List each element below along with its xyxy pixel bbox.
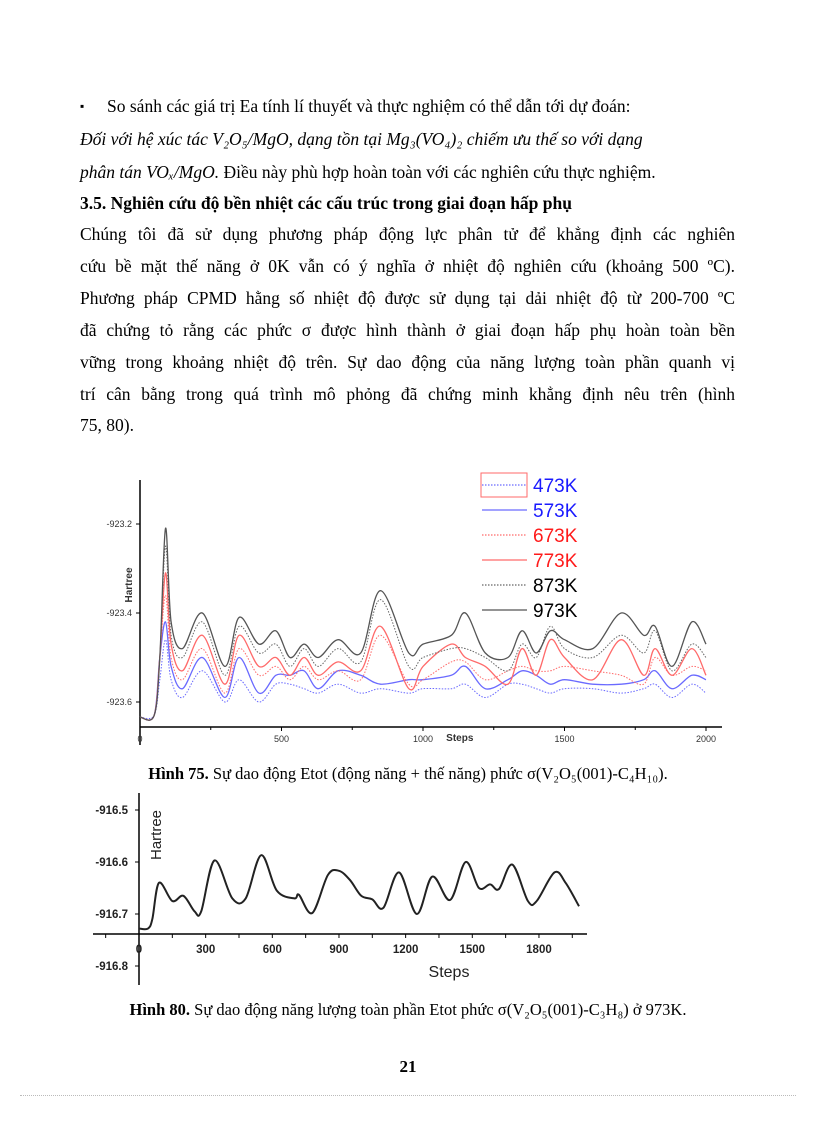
series-line-973K bbox=[139, 527, 707, 721]
x-tick-label: 2000 bbox=[696, 734, 716, 744]
y-tick-label: -923.2 bbox=[106, 519, 132, 529]
x-tick-label: 600 bbox=[263, 944, 282, 956]
paragraph-line: Phương pháp CPMD hằng số nhiệt độ được s… bbox=[80, 288, 735, 308]
x-tick-label: 300 bbox=[196, 944, 215, 956]
series-line bbox=[138, 854, 580, 931]
chart-figure-75: -923.2 -923.4 -923.6 0 500 1000 1500 2000 Steps H… bbox=[106, 472, 722, 745]
x-tick-label: 0 bbox=[136, 944, 142, 956]
x-tick-label: 1800 bbox=[526, 944, 552, 956]
italic-line: Đối với hệ xúc tác V₂O₅/MgO, dạng tồn tạ… bbox=[80, 129, 643, 149]
paragraph-line: vững trong khoảng nhiệt độ trên. Sự dao … bbox=[80, 352, 735, 372]
x-tick-label: 1500 bbox=[460, 944, 486, 956]
y-tick-label: -916.6 bbox=[95, 857, 128, 869]
caption-label: Hình 75. bbox=[148, 764, 209, 783]
x-tick-label: 900 bbox=[329, 944, 348, 956]
bullet-text: So sánh các giá trị Ea tính lí thuyết và… bbox=[107, 96, 631, 116]
y-tick-label: -916.5 bbox=[95, 805, 128, 817]
paragraph-line: trí cân bằng trong quá trình mô phỏng đã… bbox=[80, 384, 735, 404]
section-heading: 3.5. Nghiên cứu độ bền nhiệt các cấu trú… bbox=[80, 193, 572, 213]
y-tick-label: -916.8 bbox=[95, 961, 128, 973]
y-axis-label: Hartree bbox=[124, 567, 135, 602]
y-axis-label: Hartree bbox=[148, 810, 165, 860]
caption-text: Sự dao động Etot (động năng + thế năng) … bbox=[208, 764, 668, 783]
x-tick-label: 1500 bbox=[554, 734, 574, 744]
legend-selection-box bbox=[480, 472, 528, 498]
series-line-473K bbox=[139, 639, 707, 720]
caption-text: Sự dao động năng lượng toàn phần Etot ph… bbox=[190, 1000, 687, 1019]
caption-label: Hình 80. bbox=[129, 1000, 191, 1019]
y-tick-label: -923.4 bbox=[106, 608, 132, 618]
plain-fragment: Điều này phù hợp hoàn toàn với các nghiê… bbox=[219, 162, 656, 182]
bullet-line: ▪ So sánh các giá trị Ea tính lí thuyết … bbox=[80, 95, 735, 117]
x-axis-label: Steps bbox=[429, 964, 470, 981]
paragraph-line: cứu bề mặt thế năng ở 0K vẫn có ý nghĩa … bbox=[80, 256, 735, 276]
x-tick-label: 0 bbox=[137, 734, 142, 744]
legend-label: 673K bbox=[533, 526, 578, 547]
paragraph-line: 75, 80). bbox=[80, 415, 134, 435]
italic-fragment: phân tán VOₓ/MgO. bbox=[80, 162, 220, 182]
paragraph-line: Chúng tôi đã sử dụng phương pháp động lự… bbox=[80, 224, 735, 244]
bullet-icon: ▪ bbox=[80, 99, 85, 113]
x-tick-label: 500 bbox=[274, 734, 289, 744]
x-tick-label: 1200 bbox=[393, 944, 419, 956]
x-axis-label: Steps bbox=[446, 733, 474, 744]
legend-label: 873K bbox=[533, 576, 578, 597]
series-line-873K bbox=[139, 545, 707, 721]
caption-figure-80: Hình 80. Sự dao động năng lượng toàn phầ… bbox=[0, 1000, 816, 1020]
legend-label: 973K bbox=[533, 601, 578, 622]
y-tick-label: -923.6 bbox=[106, 697, 132, 707]
chart-figure-80: -916.5 -916.6 -916.7 -916.8 0 300 600 900 1200 15… bbox=[93, 793, 587, 985]
caption-figure-75: Hình 75. Sự dao động Etot (động năng + t… bbox=[0, 764, 816, 784]
conclusion-line: phân tán VOₓ/MgO. Điều này phù hợp hoàn … bbox=[80, 161, 735, 183]
series-line-773K bbox=[139, 572, 707, 721]
legend-label: 773K bbox=[533, 551, 578, 572]
page-divider bbox=[20, 1095, 796, 1096]
paragraph-line: đã chứng tỏ rằng các phức σ được hình th… bbox=[80, 320, 735, 340]
x-tick-label: 1000 bbox=[413, 734, 433, 744]
series-line-573K bbox=[139, 621, 707, 721]
y-tick-label: -916.7 bbox=[95, 909, 128, 921]
page-number: 21 bbox=[399, 1057, 417, 1076]
legend-label: 473K bbox=[533, 476, 578, 497]
legend-label: 573K bbox=[533, 501, 578, 522]
